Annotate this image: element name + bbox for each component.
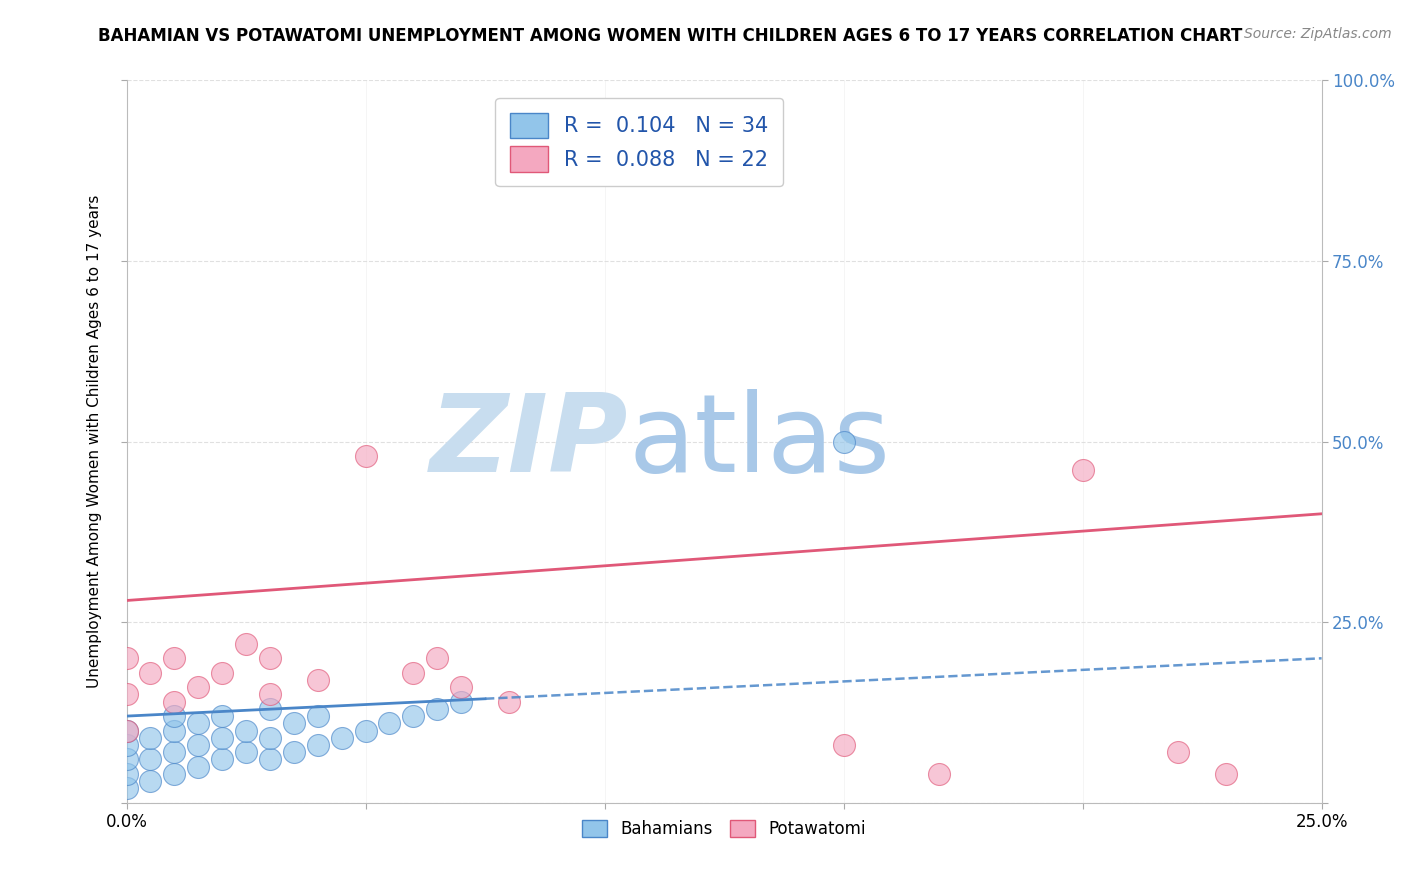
Point xyxy=(498,695,520,709)
Point xyxy=(211,665,233,680)
Point xyxy=(1071,463,1094,477)
Point xyxy=(163,709,186,723)
Point xyxy=(259,752,281,766)
Point xyxy=(928,767,950,781)
Point xyxy=(259,651,281,665)
Point xyxy=(163,695,186,709)
Point xyxy=(115,781,138,796)
Point xyxy=(1215,767,1237,781)
Point xyxy=(163,767,186,781)
Point xyxy=(259,702,281,716)
Text: Source: ZipAtlas.com: Source: ZipAtlas.com xyxy=(1244,27,1392,41)
Point xyxy=(211,752,233,766)
Point xyxy=(235,723,257,738)
Point xyxy=(187,760,209,774)
Text: ZIP: ZIP xyxy=(430,389,628,494)
Point xyxy=(426,651,449,665)
Point xyxy=(163,651,186,665)
Point xyxy=(115,738,138,752)
Point xyxy=(283,716,305,731)
Point xyxy=(307,709,329,723)
Point xyxy=(832,738,855,752)
Point xyxy=(187,716,209,731)
Point xyxy=(211,731,233,745)
Point xyxy=(115,723,138,738)
Point xyxy=(163,723,186,738)
Point xyxy=(139,731,162,745)
Y-axis label: Unemployment Among Women with Children Ages 6 to 17 years: Unemployment Among Women with Children A… xyxy=(87,194,103,689)
Point xyxy=(139,665,162,680)
Point xyxy=(259,731,281,745)
Point xyxy=(115,723,138,738)
Point xyxy=(402,665,425,680)
Point xyxy=(139,774,162,789)
Text: BAHAMIAN VS POTAWATOMI UNEMPLOYMENT AMONG WOMEN WITH CHILDREN AGES 6 TO 17 YEARS: BAHAMIAN VS POTAWATOMI UNEMPLOYMENT AMON… xyxy=(98,27,1243,45)
Point xyxy=(187,680,209,694)
Point xyxy=(211,709,233,723)
Point xyxy=(259,687,281,701)
Point xyxy=(115,687,138,701)
Point xyxy=(163,745,186,759)
Point xyxy=(450,695,472,709)
Point xyxy=(330,731,353,745)
Point xyxy=(115,651,138,665)
Point xyxy=(283,745,305,759)
Point xyxy=(402,709,425,723)
Point xyxy=(307,673,329,687)
Point xyxy=(139,752,162,766)
Point xyxy=(187,738,209,752)
Point xyxy=(235,745,257,759)
Point xyxy=(115,752,138,766)
Point xyxy=(832,434,855,449)
Point xyxy=(426,702,449,716)
Point xyxy=(450,680,472,694)
Point xyxy=(354,449,377,463)
Point xyxy=(307,738,329,752)
Point xyxy=(354,723,377,738)
Point xyxy=(115,767,138,781)
Legend: Bahamians, Potawatomi: Bahamians, Potawatomi xyxy=(576,814,872,845)
Text: atlas: atlas xyxy=(628,389,890,494)
Point xyxy=(1167,745,1189,759)
Point xyxy=(378,716,401,731)
Point xyxy=(235,637,257,651)
